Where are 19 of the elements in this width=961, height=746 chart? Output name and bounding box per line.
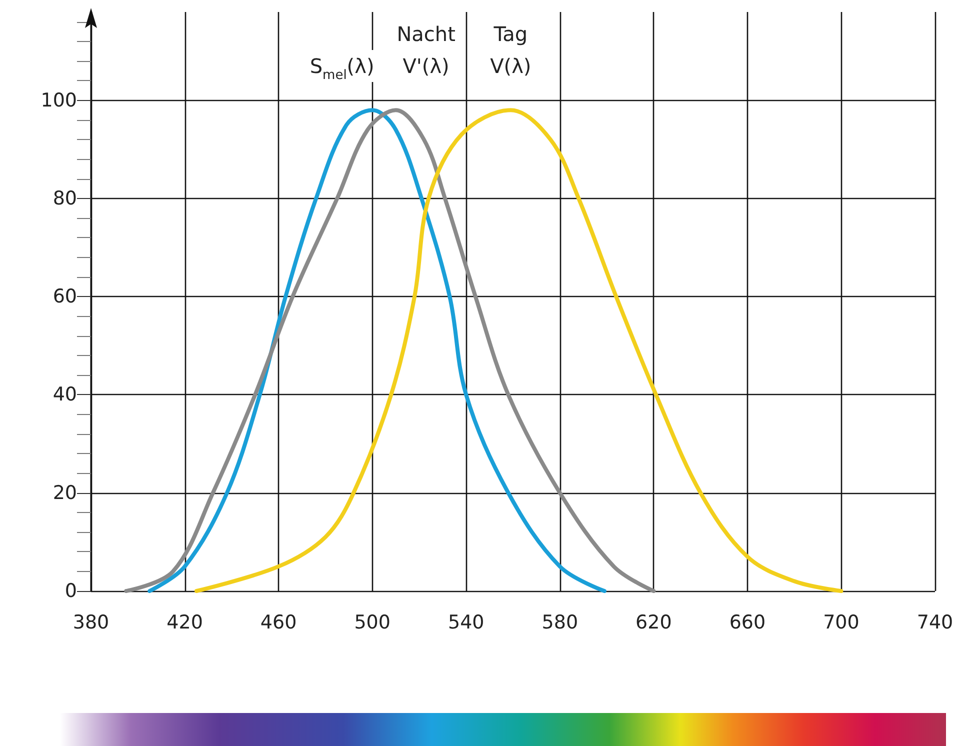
x-tick-label: 540 bbox=[448, 612, 484, 634]
x-tick-label: 580 bbox=[542, 612, 578, 634]
y-tick-label: 20 bbox=[52, 482, 77, 504]
y-tick-label: 80 bbox=[52, 187, 77, 210]
y-tick-label: 100 bbox=[40, 89, 77, 112]
x-tick-label: 700 bbox=[823, 612, 860, 634]
x-tick-label: 620 bbox=[636, 612, 672, 634]
x-tick-label: 420 bbox=[166, 612, 203, 634]
x-tick-label: 740 bbox=[916, 612, 954, 634]
y-tick-label: 40 bbox=[52, 384, 77, 406]
x-tick-label: 500 bbox=[354, 612, 390, 634]
y-tick-label: 0 bbox=[64, 580, 77, 602]
series-label: Tag V(λ) bbox=[490, 22, 532, 78]
x-tick-label: 460 bbox=[260, 612, 297, 634]
series-label: Nacht V'(λ) bbox=[396, 22, 456, 78]
line-series bbox=[194, 108, 844, 593]
x-tick-label: 660 bbox=[729, 612, 766, 634]
y-tick-label: 60 bbox=[52, 286, 77, 308]
x-tick-label: 380 bbox=[72, 612, 110, 634]
